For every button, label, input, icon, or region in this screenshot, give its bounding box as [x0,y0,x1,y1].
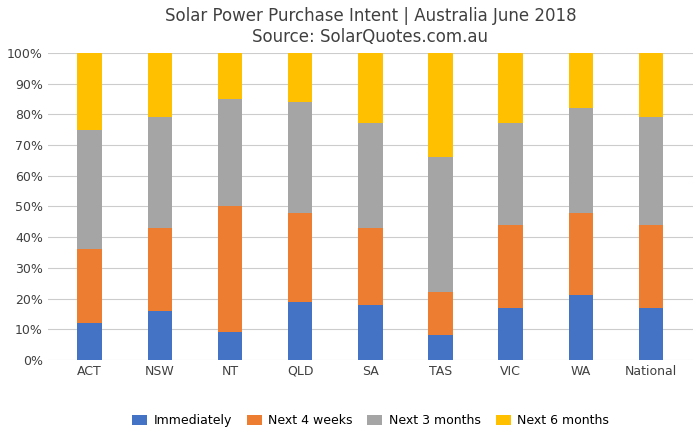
Bar [358,305,383,360]
Bar [568,53,593,108]
Bar [218,332,242,360]
Bar [218,206,242,332]
Bar [288,301,312,360]
Bar [428,53,453,157]
Bar [288,102,312,213]
Bar [358,123,383,228]
Bar [498,225,523,308]
Bar [568,213,593,295]
Title: Solar Power Purchase Intent | Australia June 2018
Source: SolarQuotes.com.au: Solar Power Purchase Intent | Australia … [164,7,576,46]
Bar [498,123,523,225]
Bar [568,295,593,360]
Bar [78,130,102,250]
Bar [358,53,383,123]
Legend: Immediately, Next 4 weeks, Next 3 months, Next 6 months: Immediately, Next 4 weeks, Next 3 months… [127,409,614,432]
Bar [78,323,102,360]
Bar [218,53,242,99]
Bar [568,108,593,213]
Bar [148,228,172,311]
Bar [638,225,663,308]
Bar [428,335,453,360]
Bar [358,228,383,305]
Bar [638,117,663,225]
Bar [148,311,172,360]
Bar [428,157,453,293]
Bar [78,250,102,323]
Bar [638,53,663,117]
Bar [148,53,172,117]
Bar [498,53,523,123]
Bar [148,117,172,228]
Bar [498,308,523,360]
Bar [288,213,312,301]
Bar [78,53,102,130]
Bar [428,293,453,335]
Bar [218,99,242,206]
Bar [288,53,312,102]
Bar [638,308,663,360]
